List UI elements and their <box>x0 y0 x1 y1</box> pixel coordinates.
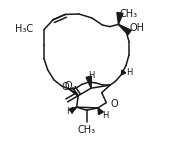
Polygon shape <box>119 24 121 26</box>
Polygon shape <box>121 26 123 28</box>
Text: H₃C: H₃C <box>15 24 33 34</box>
Polygon shape <box>71 108 74 112</box>
Polygon shape <box>74 108 76 109</box>
Polygon shape <box>69 109 73 113</box>
Polygon shape <box>122 73 123 74</box>
Polygon shape <box>122 71 125 74</box>
Text: H: H <box>66 107 72 116</box>
Polygon shape <box>122 72 124 74</box>
Text: CH₃: CH₃ <box>78 125 96 135</box>
Polygon shape <box>72 108 75 111</box>
Text: H: H <box>88 71 94 80</box>
Text: O: O <box>61 82 69 92</box>
Text: H: H <box>102 111 108 120</box>
Polygon shape <box>122 70 126 73</box>
Text: O: O <box>110 99 118 109</box>
Text: O: O <box>65 81 72 91</box>
Polygon shape <box>126 29 131 35</box>
Polygon shape <box>86 76 91 88</box>
Text: H: H <box>126 68 132 77</box>
Polygon shape <box>123 27 126 30</box>
Polygon shape <box>98 108 103 115</box>
Polygon shape <box>75 107 76 108</box>
Polygon shape <box>117 12 123 24</box>
Text: OH: OH <box>129 23 144 33</box>
Polygon shape <box>124 28 129 33</box>
Text: CH₃: CH₃ <box>120 9 138 19</box>
